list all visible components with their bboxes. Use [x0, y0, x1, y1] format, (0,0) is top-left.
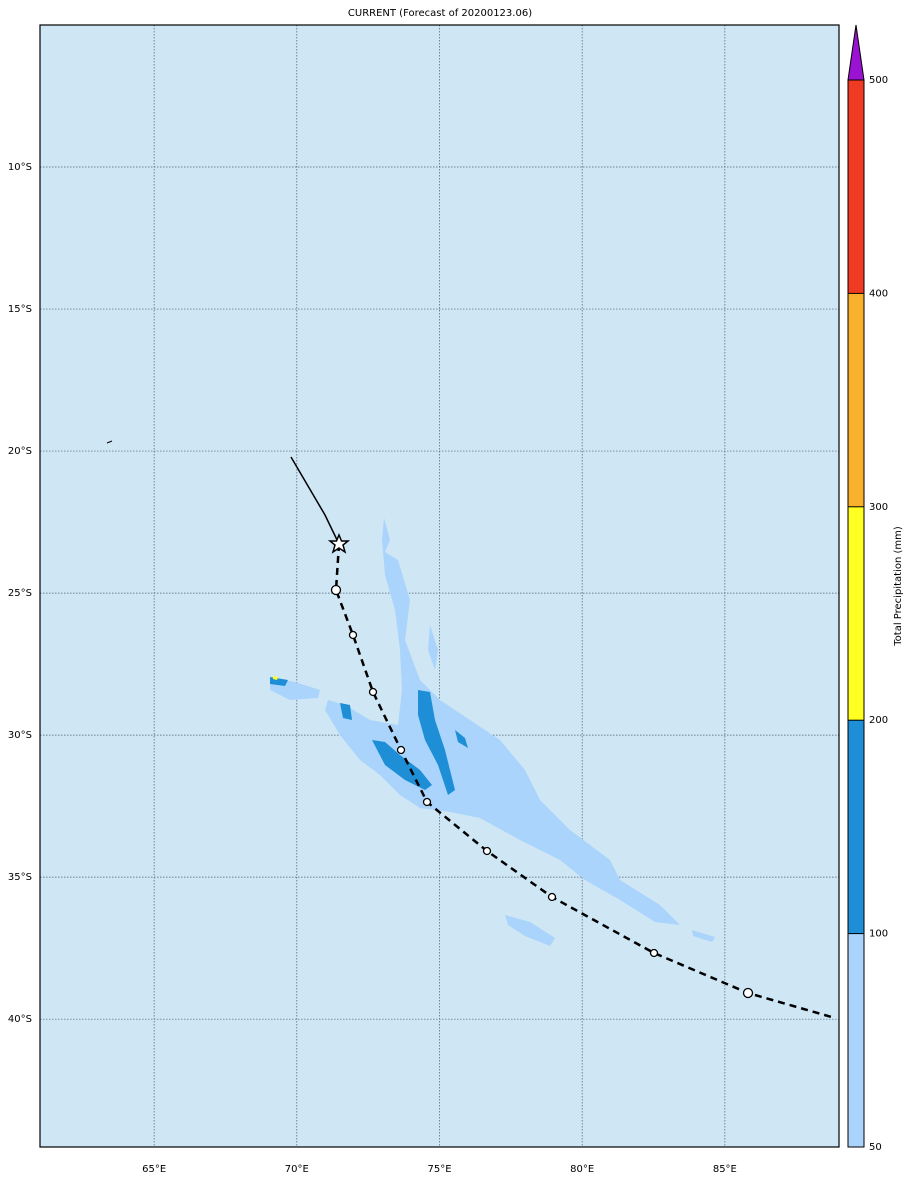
precip-dark: [455, 730, 468, 748]
precip-dark: [372, 740, 432, 790]
colorbar-bin: [848, 933, 864, 1147]
x-tick-label: 80°E: [570, 1164, 594, 1175]
colorbar-tick-label: 100: [869, 929, 888, 940]
storm-track: [290, 456, 836, 1020]
precip-light: [428, 625, 438, 670]
forecast-markers: [330, 584, 754, 999]
y-tick-label: 20°S: [8, 446, 32, 457]
y-tick-label: 10°S: [8, 162, 32, 173]
x-tick-label: 85°E: [713, 1164, 737, 1175]
colorbar-tick-label: 200: [869, 715, 888, 726]
x-tick-label: 75°E: [427, 1164, 451, 1175]
current-position-star: [327, 533, 351, 554]
precip-dark: [340, 703, 352, 720]
past-track: [290, 456, 340, 545]
y-tick-label: 30°S: [8, 730, 32, 741]
precip-yellow: [273, 676, 278, 680]
x-tick-label: 65°E: [142, 1164, 166, 1175]
colorbar-extension: [847, 24, 865, 81]
colorbar-bin: [848, 720, 864, 934]
y-tick-label: 40°S: [8, 1014, 32, 1025]
colorbar-label: Total Precipitation (mm): [893, 526, 904, 647]
x-tick-label: 70°E: [285, 1164, 309, 1175]
colorbar-tick-label: 50: [869, 1142, 882, 1153]
precip-dark: [418, 690, 455, 795]
colorbar-tick-label: 300: [869, 502, 888, 513]
colorbar-bin: [848, 506, 864, 721]
map-title: CURRENT (Forecast of 20200123.06): [348, 8, 532, 19]
map-frame: [39, 24, 840, 1148]
colorbar-bin: [848, 80, 864, 294]
precip-light: [505, 915, 555, 946]
island: [106, 440, 113, 444]
precipitation: [106, 440, 715, 946]
y-tick-label: 25°S: [8, 588, 32, 599]
precip-light: [692, 930, 715, 942]
y-tick-label: 35°S: [8, 872, 32, 883]
y-tick-label: 15°S: [8, 304, 32, 315]
colorbar-tick-label: 500: [869, 75, 888, 86]
colorbar-tick-label: 400: [869, 288, 888, 299]
colorbar-bin: [848, 293, 864, 507]
